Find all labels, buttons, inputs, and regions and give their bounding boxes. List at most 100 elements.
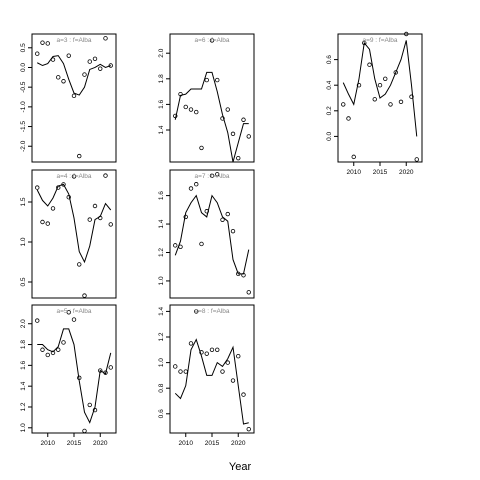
- data-point: [35, 318, 40, 323]
- y-tick-label: 2.0: [20, 319, 27, 328]
- data-point: [236, 271, 241, 277]
- data-point: [372, 97, 377, 102]
- series-line: [174, 194, 250, 275]
- data-point: [82, 72, 87, 77]
- panel-label: a=4 : f=Alba: [56, 173, 91, 180]
- data-point: [393, 70, 398, 75]
- data-point: [40, 219, 45, 225]
- panel-frame: [31, 169, 117, 299]
- y-tick-label: 1.6: [20, 360, 27, 369]
- y-tick-label: 1.0: [158, 358, 165, 367]
- x-tick-label: 2010: [347, 169, 362, 176]
- data-point: [209, 347, 215, 352]
- data-point: [108, 365, 113, 370]
- y-tick-label: 1.6: [158, 100, 165, 109]
- data-point: [178, 244, 183, 249]
- data-point: [56, 75, 61, 80]
- data-point: [209, 38, 215, 43]
- data-point: [215, 347, 220, 352]
- data-point: [173, 364, 178, 369]
- y-tick-label: 1.4: [158, 125, 165, 134]
- data-point: [414, 157, 419, 162]
- panel-label: a=9 : f=Alba: [362, 37, 397, 44]
- data-point: [183, 104, 188, 110]
- y-tick-label: 1.5: [20, 197, 27, 206]
- data-point: [92, 56, 98, 62]
- data-point: [241, 392, 246, 397]
- data-point: [87, 217, 92, 222]
- data-point: [398, 99, 404, 105]
- data-point: [71, 93, 77, 99]
- data-point: [108, 63, 113, 68]
- panel-3: 0.0 0.2 0.4 0.6 2010 2015 2020 a=9 : f=Alba: [326, 31, 423, 176]
- data-point: [388, 102, 393, 107]
- data-point: [246, 134, 251, 139]
- series-line: [36, 183, 112, 264]
- data-point: [103, 173, 108, 178]
- y-tick-label: 0.2: [326, 106, 333, 115]
- y-tick-label: 1.4: [20, 381, 27, 390]
- y-tick-label: 0.0: [326, 132, 333, 141]
- data-point: [215, 77, 220, 83]
- data-point: [87, 402, 92, 408]
- panel-5: 1.0 1.2 1.4 1.6 a=7 : f=Alba: [158, 169, 255, 299]
- y-tick-label: 0.8: [158, 383, 165, 392]
- data-point: [50, 350, 56, 356]
- data-point: [404, 31, 409, 37]
- y-tick-label: 1.0: [20, 423, 27, 432]
- data-point: [188, 107, 194, 112]
- data-point: [50, 206, 56, 211]
- y-tick-label: 1.0: [20, 237, 27, 246]
- data-point: [40, 40, 45, 45]
- data-point: [173, 243, 178, 248]
- data-point: [199, 350, 204, 355]
- data-point: [61, 182, 66, 187]
- y-tick-label: 1.2: [158, 332, 165, 341]
- data-point: [71, 174, 77, 179]
- y-tick-label: 1.0: [158, 276, 165, 285]
- data-point: [199, 145, 204, 151]
- data-point: [87, 59, 92, 64]
- data-point: [77, 375, 82, 381]
- data-point: [241, 117, 246, 122]
- data-point: [183, 369, 188, 374]
- y-tick-label: -0.5: [20, 81, 27, 93]
- data-point: [66, 310, 71, 315]
- x-axis-label: Year: [229, 461, 252, 473]
- data-point: [346, 116, 351, 121]
- data-point: [188, 341, 194, 346]
- data-point: [209, 173, 215, 178]
- data-point: [178, 91, 183, 97]
- panel-frame: [169, 33, 255, 163]
- data-point: [236, 155, 241, 161]
- panel-1: -2.0 -1.5 -1.0 -0.5 0.0 0.5 a=3 : f=Alba: [20, 33, 117, 163]
- data-point: [92, 407, 98, 413]
- y-tick-label: 0.5: [20, 43, 27, 52]
- data-point: [103, 36, 108, 41]
- data-point: [351, 154, 356, 160]
- panel-label: a=8 : f=Alba: [194, 308, 229, 315]
- panel-8: 0.6 0.8 1.0 1.2 1.4 2010 2015 2020 a=8 : f=Alba: [158, 304, 255, 447]
- data-point: [204, 77, 209, 83]
- data-point: [82, 428, 87, 434]
- data-point: [45, 41, 50, 46]
- data-point: [108, 222, 113, 227]
- data-point: [35, 185, 40, 190]
- series-line: [37, 55, 111, 96]
- series-line: [37, 328, 112, 424]
- data-point: [45, 352, 50, 358]
- data-point: [92, 203, 98, 209]
- y-tick-label: 0.6: [158, 409, 165, 418]
- data-point: [220, 217, 225, 222]
- data-point: [56, 347, 61, 352]
- panel-7: 1.0 1.2 1.4 1.6 1.8 2.0 2010 2015 2020 a=5 : f=Al…: [20, 304, 117, 447]
- data-point: [188, 186, 194, 191]
- data-point: [103, 370, 108, 375]
- data-point: [220, 116, 225, 121]
- panel-label: a=3 : f=Alba: [56, 37, 91, 44]
- data-point: [194, 182, 199, 187]
- data-point: [56, 185, 61, 190]
- x-tick-label: 2020: [93, 440, 108, 447]
- y-tick-label: 0.6: [326, 55, 333, 64]
- y-tick-label: 1.2: [20, 402, 27, 411]
